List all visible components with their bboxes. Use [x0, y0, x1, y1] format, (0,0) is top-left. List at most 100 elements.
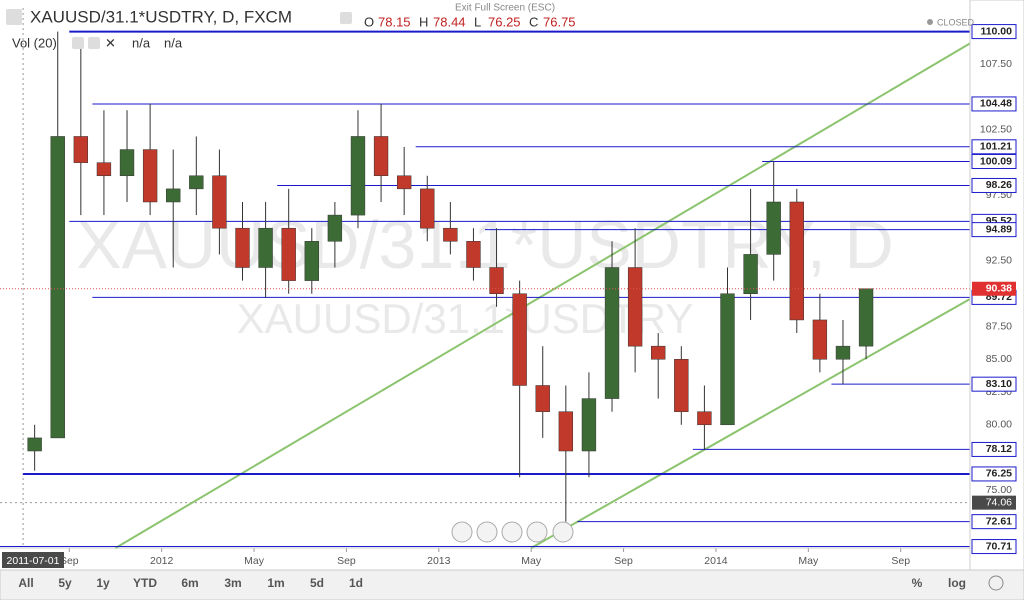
range-button[interactable]: 1m — [267, 576, 284, 590]
candle-body — [812, 319, 828, 360]
indicator-close[interactable]: ✕ — [105, 35, 116, 50]
level-label-box — [971, 24, 1017, 40]
candle-body — [651, 345, 666, 360]
status-dot — [927, 19, 933, 25]
candle-body — [789, 201, 804, 321]
ohlc-key: C — [529, 14, 538, 29]
candle-body — [766, 201, 781, 255]
scale-button[interactable]: log — [948, 576, 966, 590]
range-button[interactable]: All — [18, 576, 33, 590]
ohlc-key: L — [474, 14, 481, 29]
indicator-name: Vol (20) — [12, 35, 57, 50]
x-tick-label: 2013 — [427, 555, 451, 567]
level-label: 110.00 — [980, 25, 1012, 37]
candle-body — [304, 241, 319, 281]
candle-body — [466, 241, 481, 268]
level-label: 100.09 — [980, 155, 1012, 167]
candle-body — [443, 227, 458, 242]
toolbar-buttons: All 5y 1y YTD 6m 3m 1m 5d 1d% log — [18, 576, 966, 590]
trendline — [114, 42, 971, 549]
level-label: 70.71 — [986, 540, 1012, 552]
level-label-box — [971, 139, 1017, 155]
range-button[interactable]: YTD — [133, 576, 157, 590]
candle-body — [258, 227, 273, 268]
crosshair-price-box — [972, 495, 1016, 510]
x-tick-label: Sep — [614, 555, 633, 567]
range-button[interactable]: 5d — [310, 576, 324, 590]
candle-body — [535, 385, 550, 412]
range-button[interactable]: 6m — [181, 576, 198, 590]
toolbar — [0, 569, 1024, 601]
level-label-box — [971, 153, 1017, 169]
y-tick-label: 87.50 — [986, 320, 1012, 332]
candle-body — [627, 267, 643, 347]
range-button[interactable]: 1y — [96, 576, 110, 590]
y-tick-label: 80.00 — [986, 419, 1012, 431]
level-label-box — [971, 466, 1017, 482]
candle-body — [697, 411, 712, 426]
candle-body — [327, 214, 343, 242]
symbol-icon[interactable] — [6, 9, 22, 25]
range-button[interactable]: 3m — [224, 576, 241, 590]
candle-body — [350, 136, 366, 216]
zoom-in[interactable] — [526, 521, 548, 543]
candle-body — [720, 293, 735, 426]
indicator-value: n/a — [132, 35, 151, 50]
y-tick-label: 85.00 — [986, 353, 1012, 365]
ohlc-key: O — [364, 14, 374, 29]
x-tick-label: May — [521, 555, 542, 567]
trendline — [530, 298, 971, 549]
settings-icon[interactable] — [340, 12, 352, 24]
candle-body — [835, 345, 851, 360]
x-tick-label: May — [244, 555, 265, 567]
level-label: 72.61 — [986, 515, 1012, 527]
range-button[interactable]: 1d — [349, 576, 363, 590]
candle-body — [558, 411, 574, 452]
y-tick-label: 102.50 — [980, 124, 1012, 136]
indicator-icon[interactable] — [88, 37, 100, 49]
level-label-box — [971, 514, 1017, 530]
candle-body — [119, 149, 135, 177]
candle-body — [373, 136, 389, 177]
ohlc-value: 76.25 — [488, 14, 521, 29]
candle-body — [212, 175, 227, 229]
candle-body — [743, 254, 758, 294]
candle-body — [281, 227, 296, 281]
level-label: 104.48 — [980, 98, 1012, 110]
y-tick-label: 92.50 — [986, 255, 1012, 267]
level-label-box — [971, 96, 1017, 112]
level-label: 76.25 — [986, 468, 1012, 480]
candle-body — [50, 136, 65, 439]
zoom-out[interactable] — [476, 521, 498, 543]
fullscreen-hint[interactable]: Exit Full Screen (ESC) — [455, 3, 555, 14]
watermark: XAUUSD/31.1*USDTRY — [237, 295, 694, 342]
candle-body — [604, 267, 620, 399]
level-label-box — [971, 376, 1017, 392]
candle-body — [420, 188, 435, 229]
zoom-controls — [451, 521, 574, 543]
candle-body — [96, 162, 112, 177]
candle-body — [235, 227, 250, 268]
scroll-left[interactable] — [451, 521, 473, 543]
x-tick-label: 2012 — [150, 555, 174, 567]
ohlc-key: H — [419, 14, 428, 29]
scale-button[interactable]: % — [912, 576, 923, 590]
level-label-box — [971, 539, 1017, 555]
x-tick-label: Sep — [337, 555, 356, 567]
x-tick-label: May — [798, 555, 819, 567]
ohlc: O 78.15 H 78.44 L 76.25 C 76.75 — [364, 14, 576, 29]
level-label: 83.10 — [986, 378, 1012, 390]
range-button[interactable]: 5y — [58, 576, 72, 590]
crosshair-date: 2011-07-01 — [7, 555, 60, 567]
candle-body — [166, 188, 181, 203]
settings-button[interactable] — [988, 575, 1004, 591]
reset[interactable] — [501, 521, 523, 543]
scroll-right[interactable] — [552, 521, 574, 543]
symbol-title: XAUUSD/31.1*USDTRY, D, FXCM — [30, 7, 292, 26]
candle-body — [142, 149, 158, 203]
last-price-label: 90.38 — [986, 283, 1012, 295]
indicator-icon[interactable] — [72, 37, 84, 49]
